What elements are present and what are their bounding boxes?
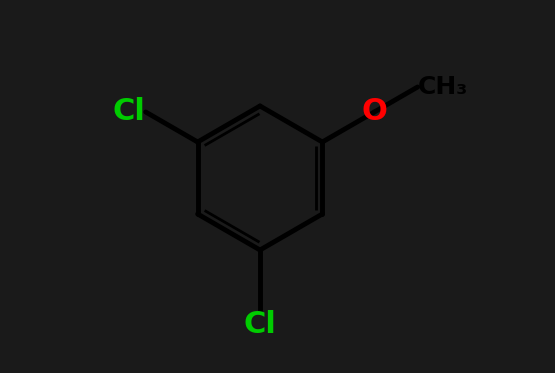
Text: Cl: Cl [113,97,145,126]
Text: O: O [361,97,387,126]
Text: Cl: Cl [244,310,276,339]
Text: CH₃: CH₃ [417,75,468,99]
